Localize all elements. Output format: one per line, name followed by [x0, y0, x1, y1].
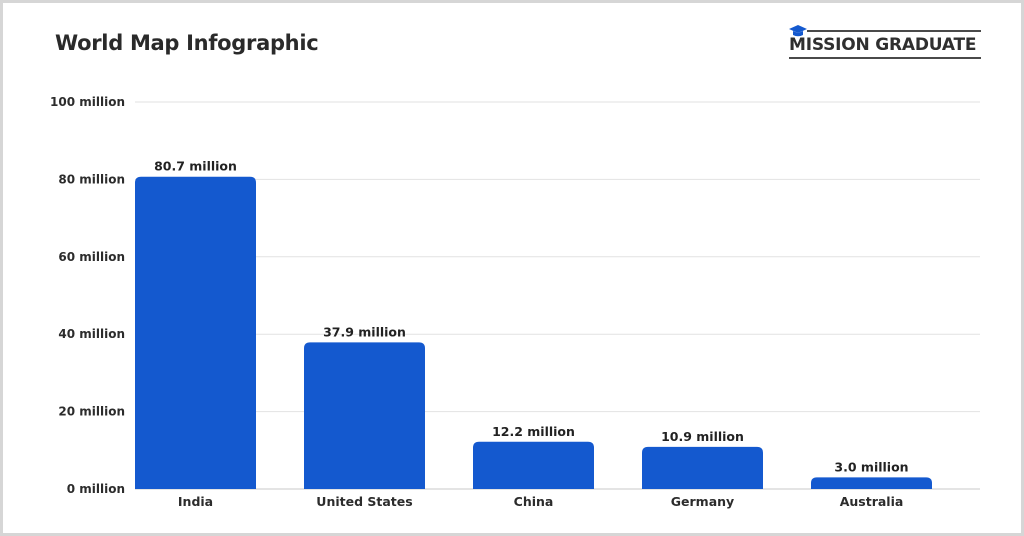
data-labels: 80.7 million 37.9 million 12.2 million 10.9… — [154, 159, 909, 475]
x-category-label: China — [514, 494, 554, 509]
logo-text: MISSION GRADUATE — [789, 35, 977, 55]
data-label: 3.0 million — [834, 459, 908, 474]
logo-bottom-rule — [789, 57, 981, 59]
y-axis-ticks: 0 million 20 million 40 million 60 million 8… — [50, 95, 125, 496]
y-tick-label: 20 million — [58, 405, 125, 419]
bar-china — [473, 441, 594, 489]
bar-australia — [811, 477, 932, 489]
data-label: 10.9 million — [661, 429, 744, 444]
x-category-label: Germany — [671, 494, 734, 509]
x-category-label: Australia — [840, 494, 904, 509]
y-tick-label: 100 million — [50, 95, 125, 109]
data-label: 12.2 million — [492, 424, 575, 439]
x-category-label: United States — [316, 494, 412, 509]
bars — [135, 176, 932, 490]
bar-india — [135, 176, 256, 490]
bar-germany — [642, 446, 763, 489]
bar-united-states — [304, 342, 425, 489]
x-category-label: India — [178, 494, 213, 509]
y-tick-label: 60 million — [58, 250, 125, 264]
y-tick-label: 80 million — [58, 172, 125, 186]
graduation-cap-icon — [789, 25, 807, 37]
data-label: 37.9 million — [323, 324, 406, 339]
brand-logo: MISSION GRADUATE — [789, 25, 981, 61]
logo-top-rule — [807, 30, 981, 32]
y-tick-label: 0 million — [67, 482, 125, 496]
y-tick-label: 40 million — [58, 327, 125, 341]
x-axis-categories: India United States China Germany Australia — [178, 494, 903, 509]
data-label: 80.7 million — [154, 159, 237, 174]
chart-title: World Map Infographic — [55, 31, 319, 55]
